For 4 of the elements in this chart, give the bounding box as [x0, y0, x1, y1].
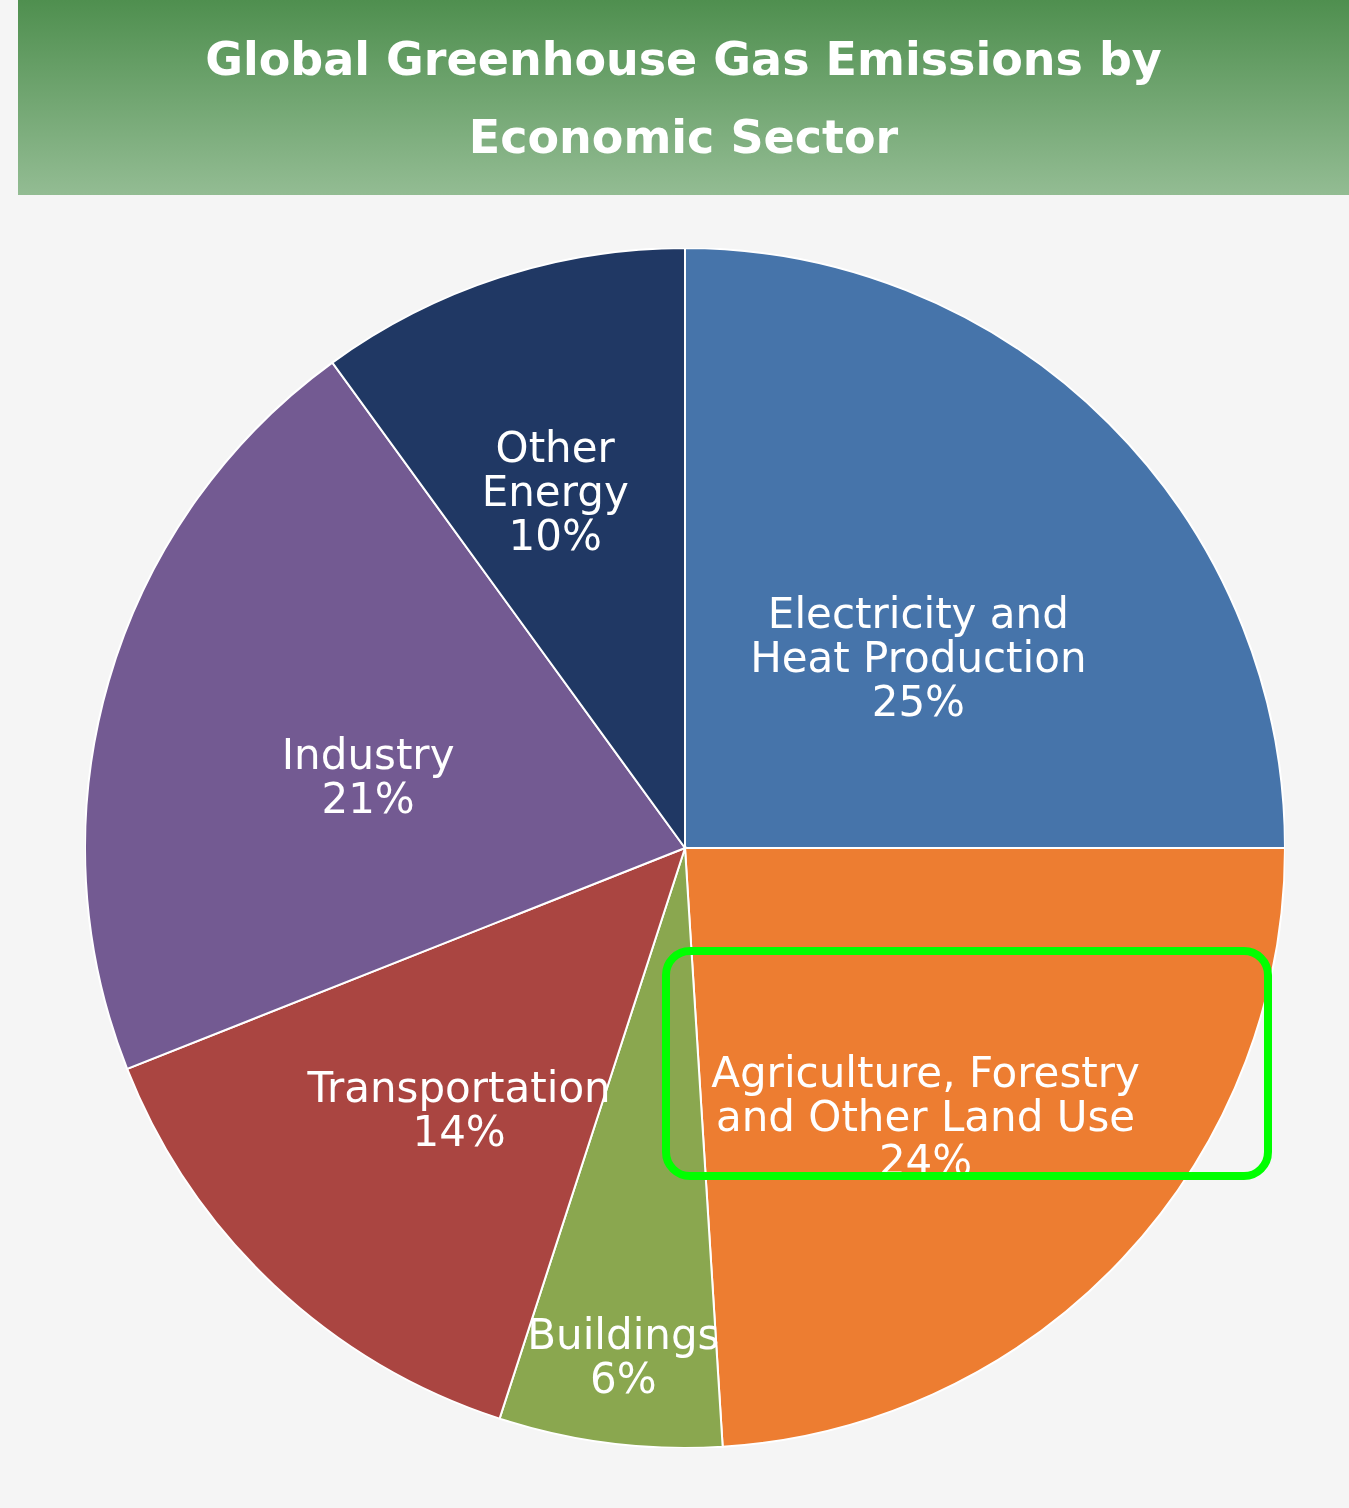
slice-label: Agriculture, Forestry and Other Land Use — [711, 1047, 1140, 1141]
data-label: 6% — [590, 1354, 657, 1404]
chart-title: Global Greenhouse Gas Emissions by Economic Sector — [204, 30, 1163, 166]
slice-label: Transportation — [306, 1062, 611, 1112]
